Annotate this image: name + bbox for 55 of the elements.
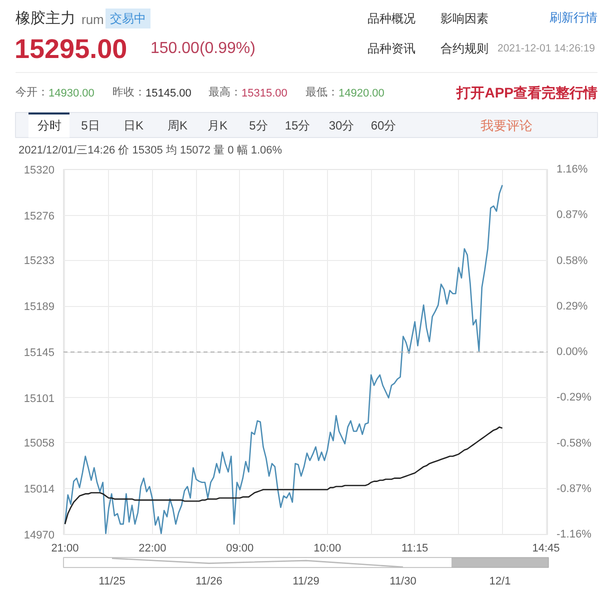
y2-tick-label: -0.58% bbox=[556, 437, 592, 450]
text: 打开APP查看完整行情 bbox=[456, 84, 598, 100]
text: 品种资讯 bbox=[368, 42, 416, 56]
y2-tick-label: -0.29% bbox=[556, 392, 592, 404]
y-tick-label: 15320 bbox=[24, 164, 55, 176]
y2-tick-label: 0.87% bbox=[556, 209, 588, 222]
x-tick-label: 12/1 bbox=[489, 576, 511, 588]
text: 5日 bbox=[81, 118, 100, 132]
text: 月K bbox=[208, 118, 228, 132]
text: 15295.00 bbox=[14, 34, 128, 64]
y-tick-label: 14970 bbox=[24, 530, 55, 542]
text: 5分 bbox=[249, 118, 268, 132]
text: 今开：14930.00 bbox=[16, 86, 94, 100]
text: 我要评论 bbox=[480, 118, 532, 133]
text: 刷新行情 bbox=[550, 10, 598, 24]
x-tick-label: 14:45 bbox=[532, 542, 560, 554]
text: 最低：14920.00 bbox=[306, 86, 384, 100]
text: 分时 bbox=[38, 118, 62, 132]
y2-tick-label: 0.00% bbox=[556, 346, 588, 358]
y2-tick-label: 0.58% bbox=[556, 254, 588, 267]
y-tick-label: 15145 bbox=[24, 347, 55, 359]
text: 周K bbox=[168, 118, 188, 132]
text: 最高：15315.00 bbox=[208, 86, 288, 100]
y-tick-label: 15233 bbox=[24, 255, 55, 268]
chart-title: 橡胶主力 rum bbox=[16, 10, 104, 27]
y-tick-label: 15189 bbox=[24, 301, 55, 314]
x-tick-label: 22:00 bbox=[138, 542, 166, 554]
text: 2021-12-01 14:26:19 bbox=[498, 42, 596, 54]
y-tick-label: 15101 bbox=[24, 392, 55, 405]
x-tick-label: 09:00 bbox=[226, 542, 254, 554]
text: 150.00(0.99%) bbox=[150, 40, 256, 57]
x-tick-label: 11/30 bbox=[390, 576, 416, 588]
text: 品种概况 bbox=[368, 12, 416, 26]
text: 交易中 bbox=[110, 12, 146, 26]
x-tick-label: 11/26 bbox=[196, 576, 222, 588]
y-tick-label: 15014 bbox=[24, 484, 55, 496]
x-tick-label: 11/29 bbox=[292, 576, 320, 588]
y2-tick-label: 0.29% bbox=[556, 300, 588, 312]
y2-tick-label: 1.16% bbox=[556, 164, 588, 176]
text: 30分 bbox=[328, 118, 354, 132]
text: 合约规则 bbox=[440, 42, 488, 56]
text: 2021/12/01/三14:26 价 15305 均 15072 量 0 幅 1.06% bbox=[18, 144, 282, 156]
x-tick-label: 21:00 bbox=[51, 542, 79, 554]
y2-tick-label: -0.87% bbox=[556, 482, 592, 495]
x-tick-label: 10:00 bbox=[314, 542, 342, 554]
text: 日K bbox=[124, 118, 144, 132]
text: 15分 bbox=[284, 118, 310, 132]
text: 60分 bbox=[370, 118, 396, 132]
text: 影响因素 bbox=[440, 12, 488, 26]
x-tick-label: 11/25 bbox=[98, 576, 126, 588]
x-tick-label: 11:15 bbox=[401, 542, 428, 554]
y2-tick-label: -1.16% bbox=[556, 528, 592, 540]
text: 昨收：15145.00 bbox=[112, 86, 192, 100]
y-tick-label: 15058 bbox=[24, 438, 55, 450]
y-tick-label: 15276 bbox=[24, 210, 55, 222]
